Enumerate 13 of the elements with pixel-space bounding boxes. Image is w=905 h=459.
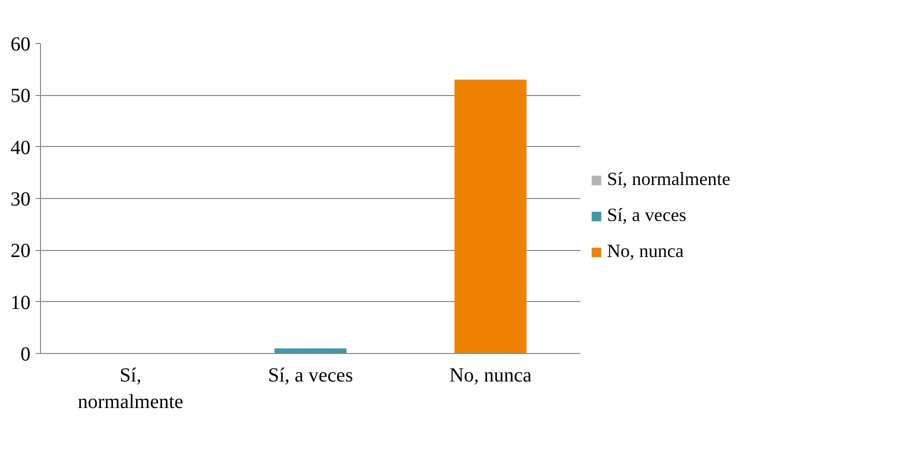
x-tick-label: No, nunca (449, 364, 532, 386)
y-tick-label: 10 (10, 292, 30, 314)
x-tick-label: Sí, normalmente (78, 364, 184, 413)
legend-label: Sí, normalmente (607, 169, 730, 191)
y-tick-label: 40 (10, 136, 30, 159)
y-tick-label: 20 (10, 240, 30, 262)
legend-label: No, nunca (607, 241, 684, 263)
y-tick-label: 50 (10, 85, 30, 108)
y-tick-label: 0 (20, 344, 30, 366)
legend-label: Sí, a veces (607, 205, 686, 227)
y-tick-label: 60 (10, 34, 30, 56)
x-tick-label: Sí, a veces (268, 364, 354, 386)
y-tick-label: 30 (10, 188, 30, 210)
